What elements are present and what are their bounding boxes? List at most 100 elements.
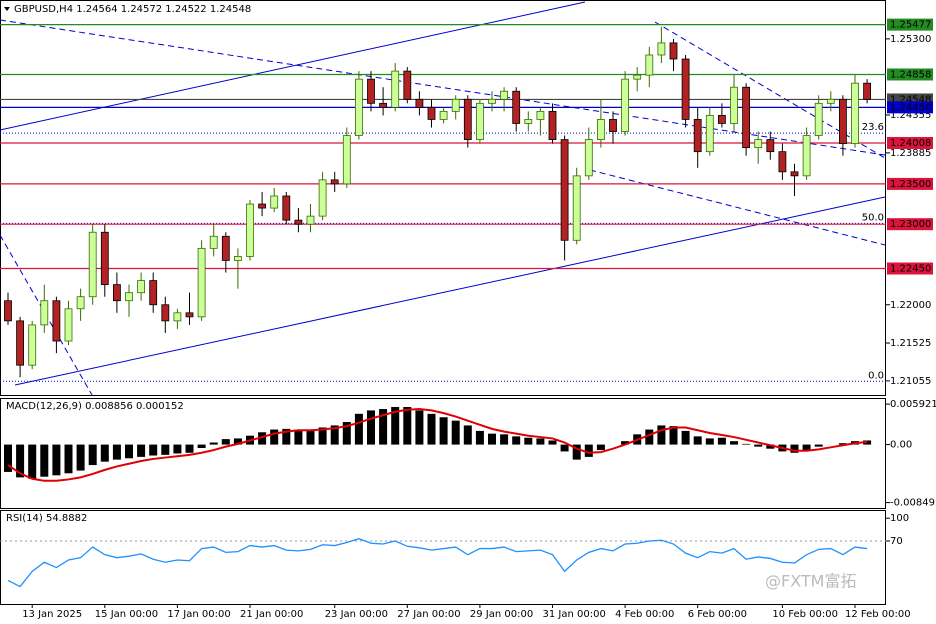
macd-bar [270, 429, 279, 445]
x-tick-label: 15 Jan 00:00 [95, 609, 158, 620]
candle-body [318, 179, 327, 217]
macd-bar [330, 425, 339, 445]
chart-title: GBPUSD,H4 1.24564 1.24572 1.24522 1.2454… [14, 4, 251, 15]
candle-body [294, 219, 303, 225]
candle-body [839, 98, 847, 145]
x-tick-label: 27 Jan 00:00 [397, 609, 460, 620]
macd-bar [488, 433, 496, 445]
macd-bar [621, 441, 630, 445]
macd-bar [354, 413, 363, 445]
macd-bar [814, 444, 823, 447]
candle-body [221, 235, 230, 261]
macd-bar [76, 444, 85, 471]
x-tick-label: 13 Jan 2025 [22, 609, 82, 620]
x-tick-label: 4 Feb 00:00 [615, 609, 674, 620]
level-box [887, 177, 933, 190]
macd-bar [730, 441, 738, 445]
candle-body [149, 280, 158, 306]
y-tick-label: 100 [890, 513, 909, 524]
candle-body [633, 74, 642, 80]
macd-bar [463, 425, 472, 445]
x-tick-label: 21 Jan 00:00 [240, 609, 303, 620]
level-label: 1.23000 [890, 219, 931, 230]
candle-body [718, 115, 726, 124]
candle-body [367, 78, 375, 104]
candle-body [391, 70, 400, 108]
level-box [887, 218, 933, 231]
rsi-panel [0, 510, 886, 605]
level-box [887, 262, 933, 275]
macd-bar [137, 444, 146, 457]
candle-body [463, 98, 472, 140]
macd-bar [4, 444, 12, 472]
macd-bar [439, 417, 448, 445]
candle-body [790, 171, 799, 177]
macd-bar [572, 444, 581, 460]
level-label: 1.22450 [890, 264, 931, 275]
candle-body [451, 98, 460, 112]
macd-bar [536, 438, 545, 445]
y-tick-label: 0.00 [890, 440, 912, 451]
macd-bar [197, 444, 206, 448]
candle-body [197, 247, 206, 318]
candle-body [379, 102, 388, 108]
candle-body [778, 151, 787, 173]
level-box [887, 136, 933, 149]
candle-body [536, 110, 545, 120]
candle-body [209, 235, 218, 249]
y-tick-label: 1.24355 [890, 110, 931, 121]
candle-body [52, 300, 61, 342]
x-tick-label: 17 Jan 00:00 [167, 609, 230, 620]
macd-bar [258, 432, 267, 445]
candle-body [669, 42, 678, 60]
level-label: 1.23500 [890, 179, 931, 190]
macd-bar [766, 444, 775, 449]
candle-body [282, 195, 291, 221]
fib-label: 23.6 [862, 122, 884, 133]
candle-body [137, 280, 146, 294]
level-label: 1.24008 [890, 138, 931, 149]
macd-bar [500, 434, 509, 445]
candle-body [572, 175, 581, 241]
candle-body [826, 98, 835, 104]
candle-body [330, 179, 339, 185]
candle-body [342, 135, 351, 185]
candle-body [4, 300, 12, 322]
macd-bar [681, 430, 690, 445]
candle-body [258, 203, 267, 209]
candle-body [584, 139, 593, 177]
trend-line [0, 19, 886, 156]
macd-bar [802, 444, 811, 451]
candle-body [851, 82, 859, 145]
candle-body [500, 90, 509, 100]
macd-bar [28, 444, 37, 479]
trend-lines [0, 1, 886, 396]
candle-body [233, 256, 242, 261]
macd-bar [717, 437, 726, 445]
candle-body [354, 78, 363, 136]
level-label: 1.24450 [890, 102, 931, 113]
y-tick-label: -0.00849 [890, 498, 935, 509]
candle-body [475, 102, 484, 140]
candle-body [742, 86, 750, 149]
candle-body [730, 86, 738, 124]
candle-body [512, 90, 521, 124]
macd-bar [379, 409, 388, 445]
macd-bar [185, 444, 194, 453]
macd-bar [451, 420, 460, 445]
y-tick-label: 1.21525 [890, 338, 931, 349]
macd-bar [100, 444, 109, 462]
macd-panel [0, 398, 886, 509]
x-tick-label: 23 Jan 00:00 [325, 609, 388, 620]
macd-bar [475, 430, 484, 445]
fib-label: 0.0 [868, 370, 884, 381]
fib-label: 50.0 [862, 212, 884, 223]
level-label: 1.25477 [890, 20, 931, 31]
level-box [887, 68, 933, 81]
y-tick-label: 70 [890, 536, 903, 547]
y-tick-label: 1.21055 [890, 376, 931, 387]
candle-body [246, 203, 254, 257]
candle-body [306, 215, 315, 225]
macd-bar [173, 444, 182, 454]
menu-arrow [4, 7, 10, 11]
